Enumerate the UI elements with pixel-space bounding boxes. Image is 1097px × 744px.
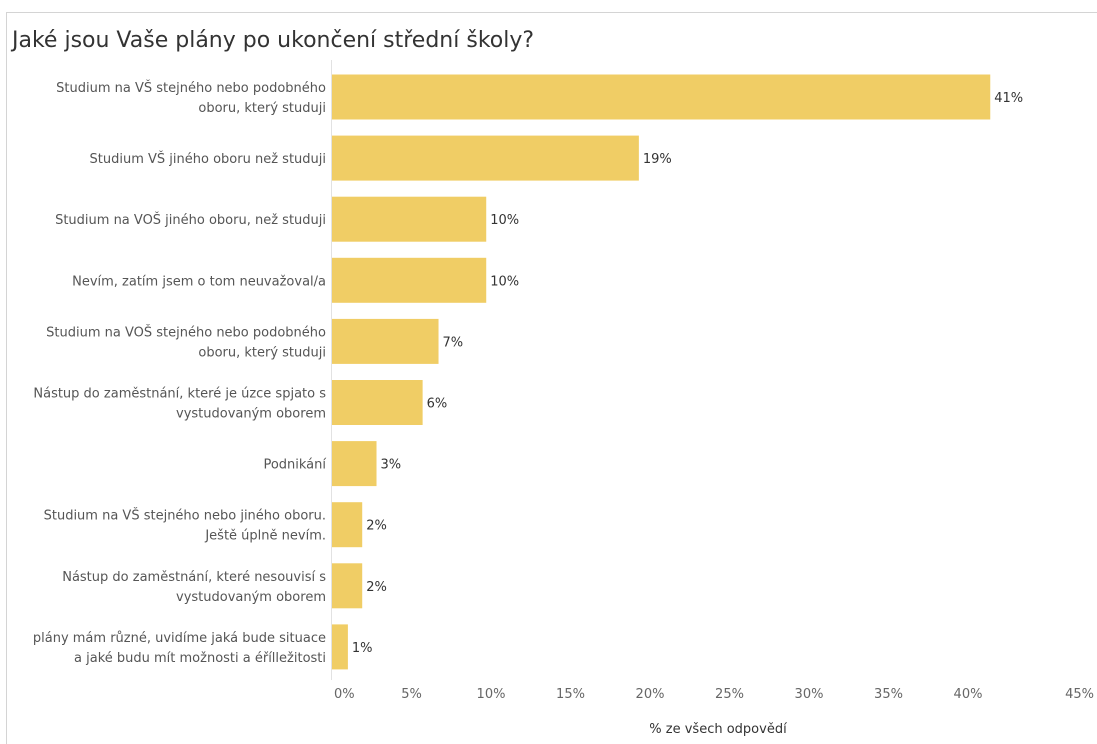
category-label: Nástup do zaměstnání, které je úzce spja… [33, 387, 326, 422]
x-tick-label: 45% [1065, 687, 1094, 702]
category-label-line: Studium na VŠ stejného nebo jiného oboru… [44, 508, 326, 524]
data-label: 2% [366, 519, 387, 534]
category-label-line: plány mám různé, uvidíme jaká bude situa… [33, 631, 326, 646]
chart-frame [6, 12, 1097, 744]
category-label-line: Studium VŠ jiného oboru než studuji [90, 151, 326, 167]
category-label-line: Nástup do zaměstnání, které nesouvisí s [62, 570, 326, 585]
x-tick-label: 0% [334, 687, 355, 702]
chart-title: Jaké jsou Vaše plány po ukončení střední… [12, 28, 535, 53]
x-tick-label: 5% [401, 687, 422, 702]
bar[interactable] [332, 135, 639, 181]
bar[interactable] [332, 563, 363, 609]
category-label-line: vystudovaným oborem [176, 407, 326, 422]
category-label-line: Studium na VŠ stejného nebo podobného [56, 80, 326, 96]
x-axis-title: % ze všech odpovědí [649, 722, 787, 737]
bar[interactable] [332, 196, 487, 242]
category-label: Nevím, zatím jsem o tom neuvažoval/a [72, 274, 326, 289]
data-label: 7% [443, 335, 464, 350]
data-label: 41% [994, 91, 1023, 106]
x-tick-label: 40% [954, 687, 983, 702]
bar[interactable] [332, 74, 991, 120]
category-label-line: Podnikání [263, 458, 326, 473]
category-label: Podnikání [263, 458, 326, 473]
category-label-line: Ještě úplně nevím. [204, 529, 326, 544]
data-label: 2% [366, 580, 387, 595]
category-label: plány mám různé, uvidíme jaká bude situa… [33, 631, 326, 666]
x-tick-label: 30% [795, 687, 824, 702]
category-label-line: vystudovaným oborem [176, 590, 326, 605]
category-label: Studium VŠ jiného oboru než studuji [90, 151, 326, 167]
x-tick-label: 25% [715, 687, 744, 702]
bar[interactable] [332, 380, 423, 425]
data-label: 19% [643, 152, 672, 167]
data-label: 6% [427, 397, 448, 412]
x-tick-label: 10% [477, 687, 506, 702]
category-label: Studium na VOŠ jiného oboru, než studuji [55, 212, 326, 228]
bar[interactable] [332, 502, 363, 548]
data-label: 10% [490, 213, 519, 228]
category-label: Studium na VŠ stejného nebo jiného oboru… [44, 508, 326, 544]
category-label-line: oboru, který studuji [198, 345, 326, 360]
category-label-line: Nevím, zatím jsem o tom neuvažoval/a [72, 274, 326, 289]
bar[interactable] [332, 624, 348, 670]
category-label: Studium na VOŠ stejného nebo podobného ob… [46, 324, 326, 360]
category-label-line: Studium na VOŠ jiného oboru, než studuji [55, 212, 326, 228]
category-label-line: Studium na VOŠ stejného nebo podobného [46, 324, 326, 340]
bar[interactable] [332, 441, 377, 487]
category-label-line: oboru, který studuji [198, 101, 326, 116]
x-tick-label: 20% [636, 687, 665, 702]
bar[interactable] [332, 318, 439, 364]
data-label: 10% [490, 274, 519, 289]
data-label: 3% [381, 458, 402, 473]
category-label-line: a jaké budu mít možnosti a éřílležitosti [74, 651, 326, 666]
data-label: 1% [352, 641, 373, 656]
x-tick-label: 35% [874, 687, 903, 702]
category-label-line: Nástup do zaměstnání, které je úzce spja… [33, 387, 326, 402]
bar[interactable] [332, 257, 487, 303]
x-tick-label: 15% [556, 687, 585, 702]
category-label: Studium na VŠ stejného nebo podobného obo… [56, 80, 326, 116]
category-label: Nástup do zaměstnání, které nesouvisí s v… [62, 570, 326, 605]
